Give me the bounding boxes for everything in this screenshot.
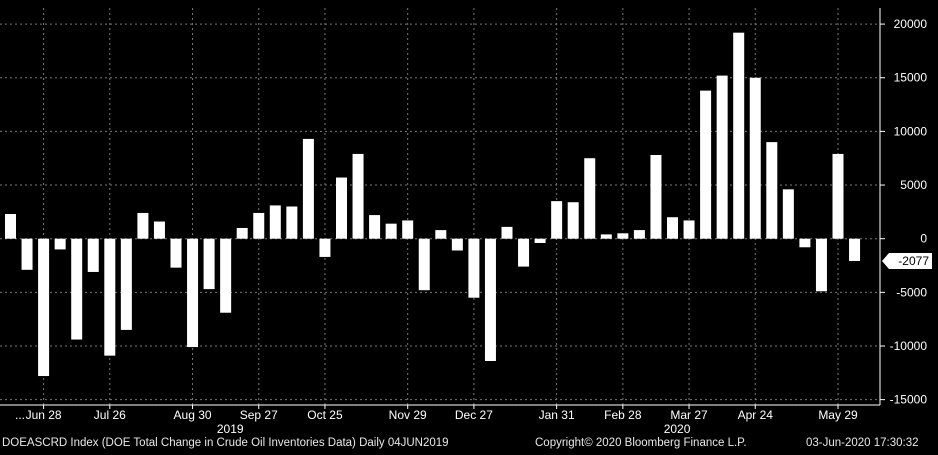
bar (600, 234, 612, 239)
bar (220, 238, 232, 313)
index-description: DOEASCRD Index (DOE Total Change in Crud… (2, 437, 449, 449)
x-tick-label: Apr 24 (738, 408, 774, 422)
bar (799, 238, 811, 248)
bar (104, 238, 116, 356)
bar (451, 238, 463, 251)
x-tick-label: Aug 30 (174, 408, 212, 422)
y-tick-label: 15000 (894, 71, 928, 85)
bar (236, 227, 248, 239)
bar (269, 205, 281, 239)
bar (551, 201, 563, 239)
bar (700, 90, 712, 239)
bar (203, 238, 215, 290)
year-label: 2020 (664, 422, 691, 436)
bar (650, 154, 662, 239)
x-tick-label: May 29 (818, 408, 858, 422)
x-tick-label: Jan 31 (539, 408, 575, 422)
bar (302, 138, 314, 239)
bar (484, 238, 496, 362)
y-tick-label: 0 (920, 232, 927, 246)
x-tick-label: Sep 27 (240, 408, 278, 422)
bar (667, 217, 678, 239)
x-tick-label: Nov 29 (389, 408, 427, 422)
bar (319, 238, 331, 257)
bar (21, 238, 33, 270)
bar (170, 238, 182, 268)
bar (120, 238, 132, 330)
bar (617, 233, 629, 239)
bar (832, 153, 844, 239)
bar (733, 32, 745, 239)
bar (534, 238, 546, 243)
x-tick-label: Jun 28 (26, 408, 62, 422)
y-tick-label: 5000 (900, 178, 927, 192)
y-tick-label: 20000 (894, 17, 928, 31)
x-tick-label: Feb 28 (604, 408, 642, 422)
bar (153, 221, 165, 239)
bar (187, 238, 199, 348)
copyright-text: Copyright© 2020 Bloomberg Finance L.P. (535, 437, 747, 449)
grid-lines (0, 8, 880, 405)
bar (435, 230, 447, 239)
bar (336, 177, 347, 239)
bar (402, 220, 414, 239)
bar (782, 189, 794, 239)
x-tick-label: ... (15, 408, 25, 422)
x-tick-label: Jul 26 (94, 408, 126, 422)
bar (716, 75, 728, 239)
bar (87, 238, 99, 272)
last-value-box (882, 252, 932, 269)
x-tick-label: Dec 27 (455, 408, 493, 422)
bar (418, 238, 430, 291)
y-tick-label: -5000 (896, 285, 927, 299)
bar (38, 238, 50, 377)
y-tick-label: -15000 (890, 393, 928, 407)
bar (352, 153, 364, 239)
y-tick-label: -10000 (890, 339, 928, 353)
bar (766, 142, 778, 239)
bar (71, 238, 83, 340)
timestamp-text: 03-Jun-2020 17:30:32 (806, 437, 919, 449)
bar (518, 238, 530, 267)
bar (633, 230, 645, 239)
last-value-marker: -2077 (882, 252, 932, 269)
bar-series (5, 32, 861, 377)
bar (849, 238, 861, 261)
x-tick-label: Oct 25 (307, 408, 343, 422)
bar (468, 238, 480, 298)
bar (137, 212, 149, 239)
bar (5, 214, 16, 239)
bar (749, 77, 761, 239)
x-tick-label: Mar 27 (670, 408, 708, 422)
bar (253, 212, 265, 239)
axis-labels: 20000 15000 10000 5000 0 -5000 -10000 -15000...… (15, 17, 932, 436)
bar (54, 238, 66, 250)
y-tick-label: 10000 (894, 124, 928, 138)
last-value-label: -2077 (898, 254, 929, 268)
bar (815, 238, 827, 292)
year-label: 2019 (217, 422, 244, 436)
bar (584, 158, 596, 239)
axes (0, 8, 885, 409)
bar (567, 202, 579, 239)
bar (683, 220, 695, 239)
bar (286, 206, 298, 239)
bar (385, 223, 397, 239)
bar (501, 226, 513, 239)
bar (369, 215, 381, 239)
